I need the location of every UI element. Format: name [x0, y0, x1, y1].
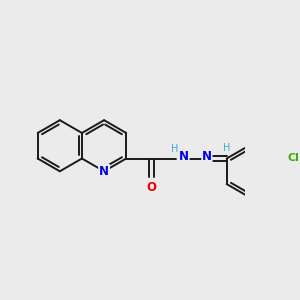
- Text: O: O: [147, 181, 157, 194]
- Text: H: H: [223, 142, 230, 153]
- Text: H: H: [171, 144, 178, 154]
- Text: N: N: [179, 150, 189, 163]
- Text: Cl: Cl: [287, 153, 299, 163]
- Text: N: N: [202, 150, 212, 163]
- Text: N: N: [99, 165, 109, 178]
